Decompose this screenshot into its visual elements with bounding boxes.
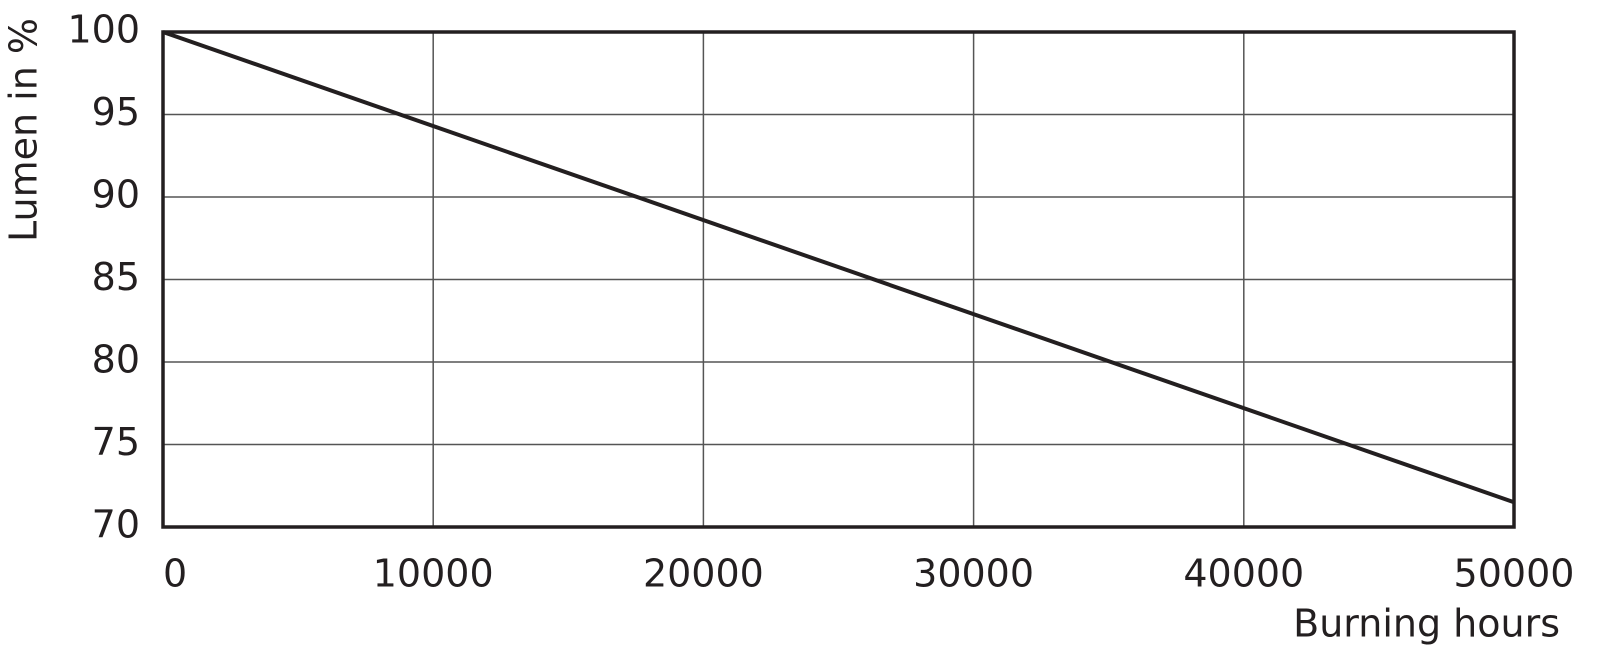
y-tick-label: 70	[92, 503, 140, 547]
y-axis-label: Lumen in %	[2, 18, 46, 242]
y-tick-label: 75	[92, 420, 140, 464]
line	[162, 30, 1515, 505]
x-tick-label: 20000	[643, 552, 764, 596]
y-tick-label: 80	[92, 338, 140, 382]
x-tick-label: 40000	[1183, 552, 1304, 596]
x-tick-label: 30000	[913, 552, 1034, 596]
y-tick-label: 90	[92, 173, 140, 217]
plot-frame	[161, 30, 1516, 529]
x-axis-label: Burning hours	[1293, 602, 1560, 646]
x-tick-label: 0	[163, 552, 187, 596]
y-tick-label: 85	[92, 255, 140, 299]
y-tick-label: 95	[92, 90, 140, 134]
x-tick-label: 10000	[373, 552, 494, 596]
x-tick-label: 50000	[1454, 552, 1575, 596]
y-tick-label: 100	[67, 8, 140, 52]
